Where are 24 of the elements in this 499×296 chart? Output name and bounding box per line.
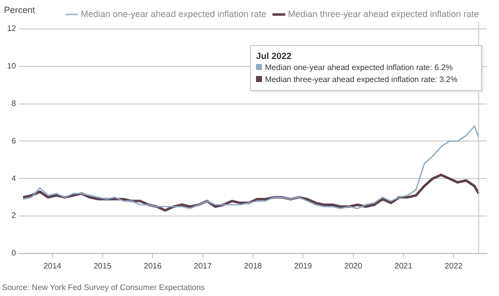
- y-tick-label: 4: [11, 174, 16, 183]
- y-tick-label: 0: [11, 248, 16, 258]
- y-tick-label: 2: [11, 211, 16, 220]
- x-tick-label: 2020: [344, 261, 363, 270]
- x-tick-label: 2017: [194, 261, 212, 270]
- annotation: Median three-year ahead expected inflation rate: 3.2%: [264, 74, 459, 86]
- x-tick-label: 2019: [294, 261, 313, 270]
- x-tick-label: 2021: [394, 261, 413, 270]
- legend-label: Median one-year ahead expected inflation rate: [80, 8, 266, 19]
- y-tick-label: 10: [6, 62, 16, 71]
- y-tick-label: 12: [6, 24, 16, 34]
- x-tick-label: 2015: [94, 261, 112, 270]
- annotation: Jul 2022: [256, 50, 293, 62]
- x-tick-label: 2016: [144, 261, 162, 270]
- y-axis-title: Percent: [4, 5, 36, 15]
- annotation: Median one-year ahead expected inflation rate: 6.2%: [264, 62, 454, 74]
- legend-label: Median three-year ahead expected inflation rate: [288, 8, 479, 19]
- x-tick-label: 2018: [244, 261, 262, 270]
- source-note: Source: New York Fed Survey of Consumer Expectations: [2, 283, 205, 292]
- y-tick-label: 6: [11, 136, 16, 146]
- x-tick-label: 2022: [444, 261, 464, 270]
- x-tick-label: 2014: [43, 261, 62, 270]
- tooltip-panel: Jul 2022 Median one-year ahead expected inflation rate: 6.2% Median three-year ahead expected inflation rate: 3.2%: [250, 45, 482, 91]
- y-tick-label: 8: [11, 99, 16, 108]
